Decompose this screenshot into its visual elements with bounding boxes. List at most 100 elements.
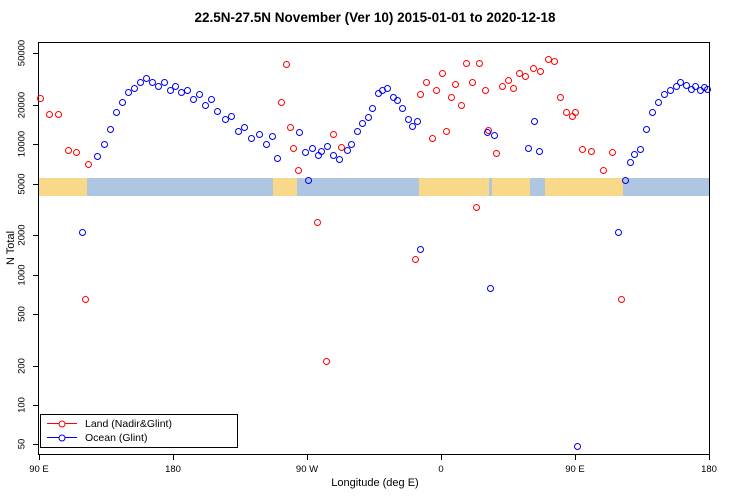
- data-point: [587, 148, 595, 156]
- data-point: [383, 84, 391, 92]
- data-point: [240, 123, 248, 131]
- data-point: [202, 101, 210, 109]
- y-tick-label: 50000: [16, 40, 28, 67]
- data-point: [458, 101, 466, 109]
- data-point: [136, 78, 144, 86]
- y-tick-label: 1000: [16, 264, 28, 286]
- data-point: [330, 130, 338, 138]
- data-point: [462, 59, 470, 67]
- data-point: [160, 78, 168, 86]
- data-point: [343, 147, 351, 155]
- x-axis-label: Longitude (deg E): [331, 477, 419, 489]
- y-tick-mark: [33, 313, 39, 315]
- data-point: [672, 82, 680, 90]
- plot-canvas: Land (Nadir&Glint) Ocean (Glint) 50 100 200…: [17, 40, 717, 475]
- data-point: [172, 82, 180, 90]
- data-point: [196, 91, 204, 99]
- data-point: [416, 246, 424, 254]
- y-tick-label: 100: [16, 396, 28, 413]
- data-point: [54, 110, 62, 118]
- data-point: [422, 78, 430, 86]
- data-point: [45, 110, 53, 118]
- data-point: [296, 128, 304, 136]
- y-tick-label: 5000: [16, 173, 28, 195]
- data-point: [78, 229, 86, 237]
- data-point: [287, 123, 295, 131]
- data-point: [304, 176, 312, 184]
- y-tick-mark: [33, 105, 39, 107]
- x-tick-label: 90 E: [29, 464, 49, 475]
- data-point: [476, 59, 484, 67]
- data-point: [614, 229, 622, 237]
- y-tick-mark: [33, 274, 39, 276]
- data-point: [336, 155, 344, 163]
- data-point: [118, 98, 126, 106]
- data-point: [154, 82, 162, 90]
- data-point: [302, 148, 309, 156]
- data-point: [447, 93, 455, 101]
- x-tick-label: 90 W: [295, 464, 319, 475]
- data-point: [654, 98, 662, 106]
- data-point: [235, 128, 242, 136]
- data-point: [409, 123, 417, 131]
- y-tick-label: 10000: [16, 131, 28, 158]
- data-point: [412, 256, 420, 264]
- y-tick-mark: [33, 183, 39, 185]
- data-point: [574, 442, 582, 450]
- data-point: [608, 148, 616, 156]
- data-point: [282, 61, 290, 69]
- y-tick-label: 50: [16, 438, 28, 450]
- data-point: [504, 76, 512, 84]
- data-point: [571, 109, 579, 117]
- data-point: [81, 295, 89, 303]
- data-point: [486, 285, 494, 293]
- data-point: [648, 109, 656, 117]
- data-point: [498, 82, 506, 90]
- legend-line-circle-icon: [47, 420, 77, 429]
- data-point: [142, 75, 150, 83]
- map-band-land: [491, 178, 531, 197]
- data-point: [269, 132, 277, 140]
- data-point: [65, 146, 73, 154]
- data-point: [255, 130, 263, 138]
- x-tick-mark: [441, 454, 442, 460]
- data-point: [354, 127, 362, 135]
- data-point: [358, 120, 366, 128]
- data-point: [290, 144, 298, 152]
- data-point: [208, 96, 216, 104]
- data-point: [273, 154, 281, 162]
- x-tick-mark: [709, 454, 710, 460]
- data-point: [337, 143, 345, 151]
- y-tick-label: 200: [16, 357, 28, 374]
- data-point: [637, 145, 644, 153]
- data-point: [468, 78, 476, 86]
- data-point: [622, 176, 630, 184]
- data-point: [37, 94, 44, 102]
- y-tick-mark: [33, 53, 39, 55]
- data-point: [562, 109, 570, 117]
- data-point: [313, 219, 321, 227]
- data-point: [473, 203, 481, 211]
- data-point: [443, 128, 451, 136]
- legend-circle: [58, 434, 66, 442]
- legend: Land (Nadir&Glint) Ocean (Glint): [40, 414, 238, 448]
- data-point: [227, 112, 235, 120]
- data-point: [531, 117, 539, 125]
- legend-line-circle-icon: [47, 434, 77, 443]
- data-point: [221, 116, 229, 124]
- data-point: [452, 80, 460, 88]
- x-tick-label: 180: [701, 464, 717, 475]
- y-tick-mark: [33, 235, 39, 237]
- legend-label: Ocean (Glint): [85, 432, 148, 444]
- data-point: [309, 144, 317, 152]
- data-point: [428, 135, 436, 143]
- data-point: [394, 96, 402, 104]
- legend-item: Ocean (Glint): [47, 431, 231, 445]
- data-point: [348, 140, 356, 148]
- data-point: [369, 105, 376, 113]
- y-tick-mark: [33, 365, 39, 367]
- data-point: [278, 98, 286, 106]
- data-point: [330, 152, 338, 160]
- data-point: [525, 144, 533, 152]
- data-point: [438, 69, 446, 77]
